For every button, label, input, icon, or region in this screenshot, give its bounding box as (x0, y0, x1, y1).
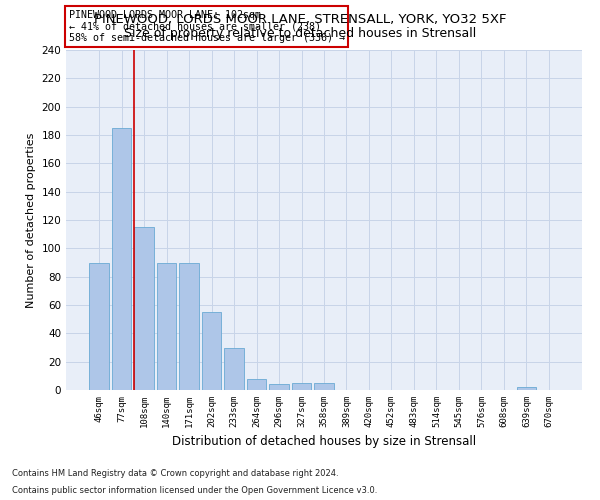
Bar (517, 387, 536, 390)
Y-axis label: Number of detached properties: Number of detached properties (26, 132, 36, 308)
Bar (247, 378, 266, 390)
Text: Contains public sector information licensed under the Open Government Licence v3: Contains public sector information licen… (12, 486, 377, 495)
Bar (112, 128, 131, 390)
Text: Contains HM Land Registry data © Crown copyright and database right 2024.: Contains HM Land Registry data © Crown c… (12, 468, 338, 477)
Bar (269, 384, 289, 390)
Bar (202, 312, 221, 390)
Bar (179, 262, 199, 390)
Text: PINEWOOD LORDS MOOR LANE: 102sqm
← 41% of detached houses are smaller (238)
58% : PINEWOOD LORDS MOOR LANE: 102sqm ← 41% o… (68, 10, 344, 43)
Bar (157, 262, 176, 390)
Text: PINEWOOD, LORDS MOOR LANE, STRENSALL, YORK, YO32 5XF: PINEWOOD, LORDS MOOR LANE, STRENSALL, YO… (94, 12, 506, 26)
Bar (314, 383, 334, 390)
Bar (224, 348, 244, 390)
Bar (134, 227, 154, 390)
Text: Size of property relative to detached houses in Strensall: Size of property relative to detached ho… (124, 28, 476, 40)
X-axis label: Distribution of detached houses by size in Strensall: Distribution of detached houses by size … (172, 436, 476, 448)
Bar (292, 383, 311, 390)
Bar (89, 262, 109, 390)
